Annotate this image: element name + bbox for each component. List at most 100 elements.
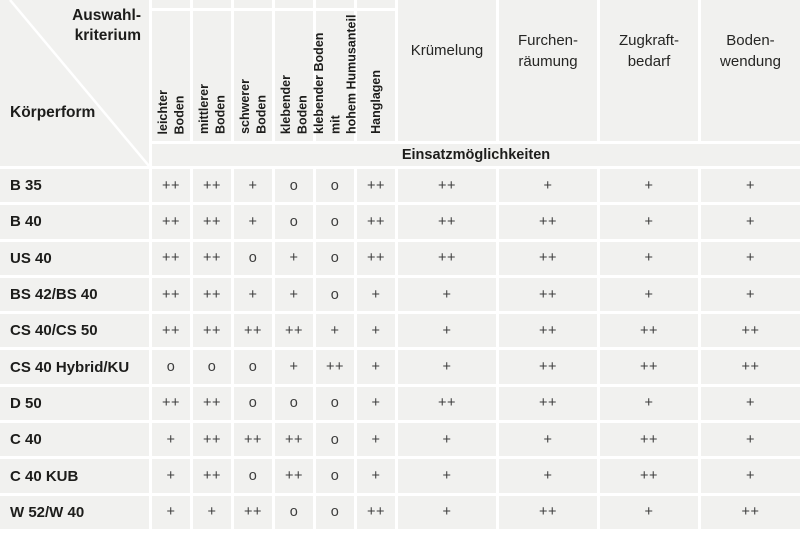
rating-value-cell: + [701,205,800,239]
rating-value-cell: ++ [234,423,272,457]
row-label: CS 40/CS 50 [0,314,149,348]
rating-value-cell: + [701,386,800,421]
rating-value-cell: ++ [499,241,597,275]
rating-value-cell: ++ [357,205,395,239]
rating-value-cell: + [398,423,496,457]
rating-value-cell: o [275,169,313,203]
row-label: US 40 [0,241,149,275]
rating-value-cell: ++ [398,241,496,275]
criteria-column-header-bodenwendung: Boden- wendung [701,0,800,141]
rating-value-cell: + [600,386,698,421]
criteria-column-header-zugkraftbedarf: Zugkraft- bedarf [600,0,698,141]
rating-value-cell: ++ [193,386,231,421]
header-top-strip [316,0,354,8]
soil-column-label: Hanglagen [368,70,383,134]
rating-value-cell: ++ [357,169,395,203]
soil-column-header-schwerer-boden: schwerer Boden [234,11,272,141]
rating-value-cell: o [316,205,354,239]
rating-value-cell: ++ [275,423,313,457]
rating-value-cell: ++ [499,205,597,239]
rating-value-cell: + [193,495,231,529]
criteria-column-label: Boden- wendung [720,32,781,70]
rating-value-cell: + [701,241,800,275]
rating-value-cell: ++ [701,350,800,384]
row-label: W 52/W 40 [0,495,149,529]
rating-value-cell: o [234,459,272,493]
soil-column-label: mittlerer Boden [196,83,227,134]
rating-value-cell: ++ [357,241,395,275]
rating-value-cell: + [600,205,698,239]
header-top-strip [234,0,272,8]
rating-value-cell: ++ [152,277,190,312]
rating-value-cell: o [275,205,313,239]
rating-value-cell: ++ [193,277,231,312]
soil-column-header-leichter-boden: leichter Boden [152,11,190,141]
rating-value-cell: o [316,169,354,203]
rating-value-cell: + [398,350,496,384]
rating-value-cell: + [357,350,395,384]
row-label: C 40 [0,423,149,457]
diagonal-divider-line [9,0,149,166]
rating-value-cell: o [316,241,354,275]
row-label: BS 42/BS 40 [0,277,149,312]
soil-column-label: klebender Boden mit hohem Humusanteil [311,14,359,134]
rating-value-cell: + [701,277,800,312]
rating-value-cell: ++ [600,423,698,457]
rating-value-cell: ++ [234,495,272,529]
rating-value-cell: + [316,314,354,348]
rating-value-cell: ++ [275,459,313,493]
soil-column-header-klebender-boden: klebender Boden [275,11,313,141]
rating-value-cell: + [701,459,800,493]
rating-value-cell: ++ [499,314,597,348]
rating-value-cell: + [234,169,272,203]
header-top-strip [152,0,190,8]
rating-value-cell: + [234,205,272,239]
rating-value-cell: ++ [193,241,231,275]
rating-value-cell: ++ [499,277,597,312]
rating-value-cell: o [275,495,313,529]
rating-value-cell: + [398,277,496,312]
soil-column-header-hanglagen: Hanglagen [357,11,395,141]
rating-value-cell: o [316,386,354,421]
rating-value-cell: + [275,277,313,312]
corner-cell: Auswahl- kriterium Körperform [0,0,149,166]
rating-value-cell: + [600,169,698,203]
row-label: B 40 [0,205,149,239]
rating-value-cell: + [701,423,800,457]
rating-value-cell: + [234,277,272,312]
rating-value-cell: o [152,350,190,384]
rating-value-cell: + [275,350,313,384]
rating-value-cell: + [398,314,496,348]
rating-value-cell: ++ [499,495,597,529]
rating-value-cell: + [398,459,496,493]
rating-value-cell: + [398,495,496,529]
rating-value-cell: + [152,459,190,493]
criteria-column-header-kruemelung: Krümelung [398,0,496,141]
row-label: CS 40 Hybrid/KU [0,350,149,384]
soil-column-header-klebender-boden-humus: klebender Boden mit hohem Humusanteil [312,11,358,141]
rating-value-cell: o [316,495,354,529]
rating-value-cell: + [600,495,698,529]
rating-value-cell: + [275,241,313,275]
row-label: C 40 KUB [0,459,149,493]
soil-column-header-mittlerer-boden: mittlerer Boden [193,11,231,141]
rating-value-cell: ++ [701,495,800,529]
rating-value-cell: ++ [499,350,597,384]
rating-value-cell: o [234,241,272,275]
rating-value-cell: + [152,423,190,457]
rating-value-cell: ++ [152,169,190,203]
rating-value-cell: + [357,277,395,312]
row-label: B 35 [0,169,149,203]
rating-value-cell: ++ [499,386,597,421]
rating-value-cell: ++ [398,386,496,421]
rating-value-cell: + [499,459,597,493]
rating-value-cell: ++ [398,205,496,239]
rating-value-cell: ++ [600,459,698,493]
rating-value-cell: + [357,314,395,348]
rating-value-cell: + [357,423,395,457]
rating-value-cell: ++ [152,386,190,421]
rating-value-cell: + [600,277,698,312]
rating-value-cell: ++ [193,169,231,203]
rating-value-cell: ++ [275,314,313,348]
